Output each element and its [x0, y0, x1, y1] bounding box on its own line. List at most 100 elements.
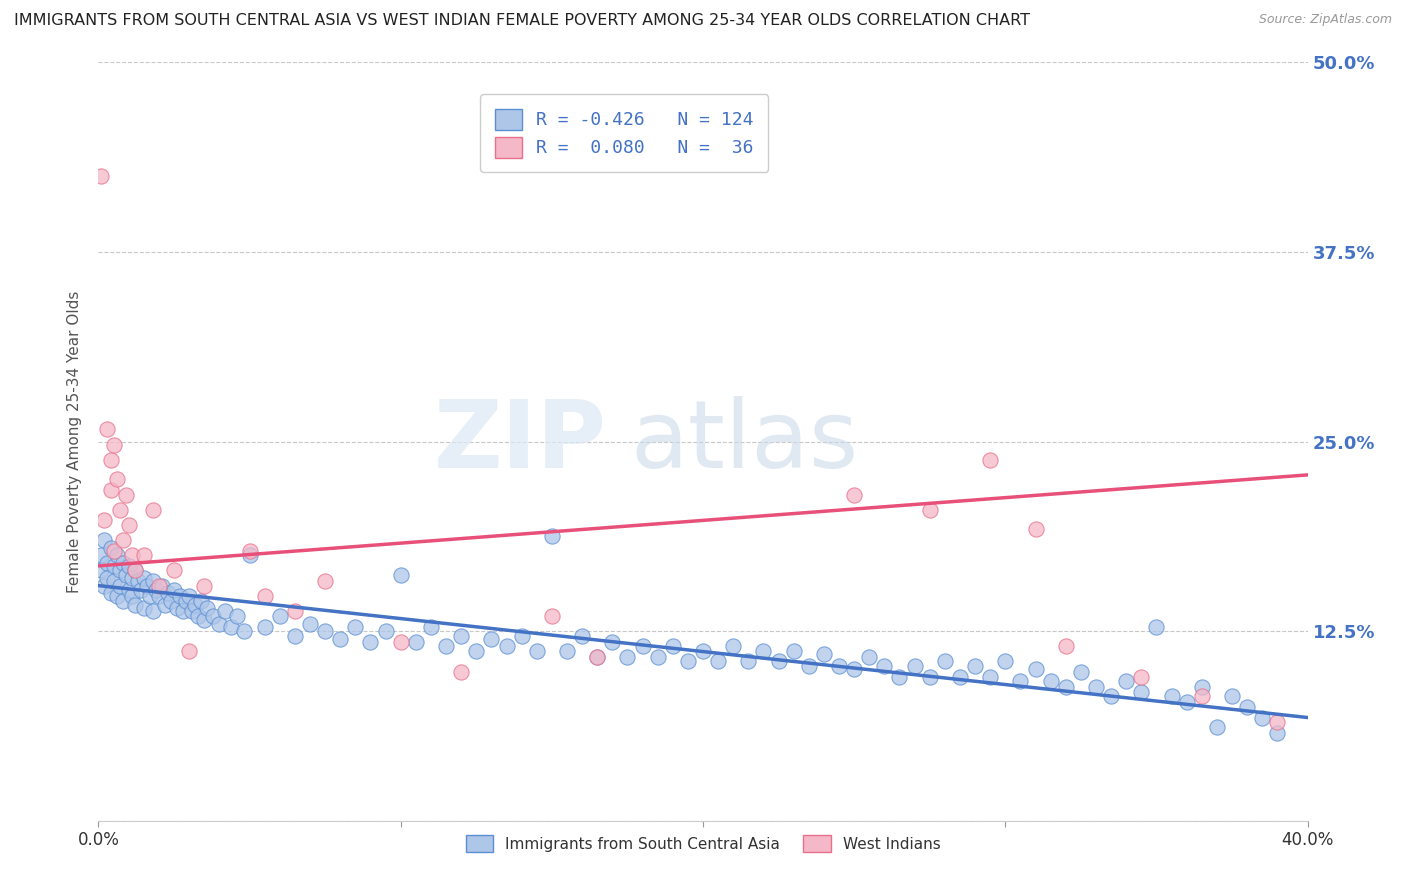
Point: [510, 629, 533, 643]
Point: [103, 574, 125, 588]
Point: [105, 473, 128, 487]
Point: [202, 608, 225, 623]
Point: [481, 632, 503, 646]
Point: [1144, 619, 1167, 633]
Point: [1070, 665, 1092, 679]
Point: [329, 632, 352, 646]
Point: [184, 599, 207, 613]
Point: [284, 629, 307, 643]
Point: [90, 564, 112, 578]
Point: [389, 634, 412, 648]
Point: [299, 616, 322, 631]
Point: [1191, 680, 1213, 694]
Point: [1206, 720, 1229, 734]
Point: [179, 644, 201, 658]
Point: [994, 655, 1017, 669]
Text: IMMIGRANTS FROM SOUTH CENTRAL ASIA VS WEST INDIAN FEMALE POVERTY AMONG 25-34 YEA: IMMIGRANTS FROM SOUTH CENTRAL ASIA VS WE…: [14, 13, 1031, 29]
Point: [90, 169, 112, 184]
Point: [405, 634, 427, 648]
Point: [103, 558, 125, 573]
Text: ZIP: ZIP: [433, 395, 606, 488]
Point: [96, 556, 118, 570]
Point: [93, 513, 115, 527]
Point: [139, 589, 162, 603]
Point: [232, 624, 254, 639]
Point: [103, 437, 125, 451]
Point: [100, 483, 122, 497]
Point: [226, 608, 249, 623]
Point: [135, 579, 157, 593]
Y-axis label: Female Poverty Among 25-34 Year Olds: Female Poverty Among 25-34 Year Olds: [67, 291, 83, 592]
Point: [965, 659, 987, 673]
Text: Source: ZipAtlas.com: Source: ZipAtlas.com: [1258, 13, 1392, 27]
Point: [181, 604, 204, 618]
Point: [100, 452, 122, 467]
Point: [540, 608, 562, 623]
Point: [465, 644, 488, 658]
Point: [239, 548, 262, 563]
Point: [105, 548, 128, 563]
Point: [214, 604, 236, 618]
Point: [108, 503, 131, 517]
Point: [616, 649, 638, 664]
Point: [1267, 725, 1289, 739]
Point: [253, 619, 276, 633]
Point: [172, 604, 194, 618]
Point: [858, 649, 880, 664]
Point: [284, 604, 307, 618]
Point: [142, 503, 165, 517]
Point: [90, 548, 112, 563]
Point: [344, 619, 367, 633]
Point: [114, 568, 136, 582]
Point: [752, 644, 775, 658]
Point: [193, 614, 215, 628]
Point: [1115, 674, 1137, 689]
Point: [179, 589, 201, 603]
Point: [93, 533, 115, 548]
Point: [1130, 669, 1153, 683]
Point: [979, 669, 1001, 683]
Point: [450, 629, 472, 643]
Point: [1160, 690, 1182, 704]
Point: [111, 533, 134, 548]
Point: [586, 649, 609, 664]
Point: [100, 586, 122, 600]
Point: [737, 655, 759, 669]
Point: [174, 594, 197, 608]
Point: [103, 543, 125, 558]
Point: [156, 586, 179, 600]
Point: [163, 583, 186, 598]
Point: [132, 548, 155, 563]
Point: [253, 589, 276, 603]
Point: [111, 556, 134, 570]
Point: [434, 639, 457, 653]
Point: [949, 669, 972, 683]
Point: [571, 629, 593, 643]
Point: [526, 644, 548, 658]
Point: [360, 634, 382, 648]
Legend: Immigrants from South Central Asia, West Indians: Immigrants from South Central Asia, West…: [460, 829, 946, 858]
Point: [374, 624, 396, 639]
Point: [169, 589, 191, 603]
Point: [187, 608, 209, 623]
Point: [148, 579, 170, 593]
Point: [586, 649, 609, 664]
Point: [844, 662, 866, 676]
Point: [163, 564, 186, 578]
Point: [93, 579, 115, 593]
Point: [934, 655, 956, 669]
Point: [100, 541, 122, 555]
Point: [121, 548, 143, 563]
Point: [142, 574, 165, 588]
Point: [127, 574, 149, 588]
Point: [1251, 710, 1274, 724]
Point: [132, 601, 155, 615]
Point: [783, 644, 806, 658]
Point: [723, 639, 745, 653]
Point: [96, 422, 118, 436]
Point: [602, 634, 624, 648]
Point: [707, 655, 730, 669]
Point: [918, 503, 941, 517]
Point: [124, 564, 146, 578]
Point: [813, 647, 835, 661]
